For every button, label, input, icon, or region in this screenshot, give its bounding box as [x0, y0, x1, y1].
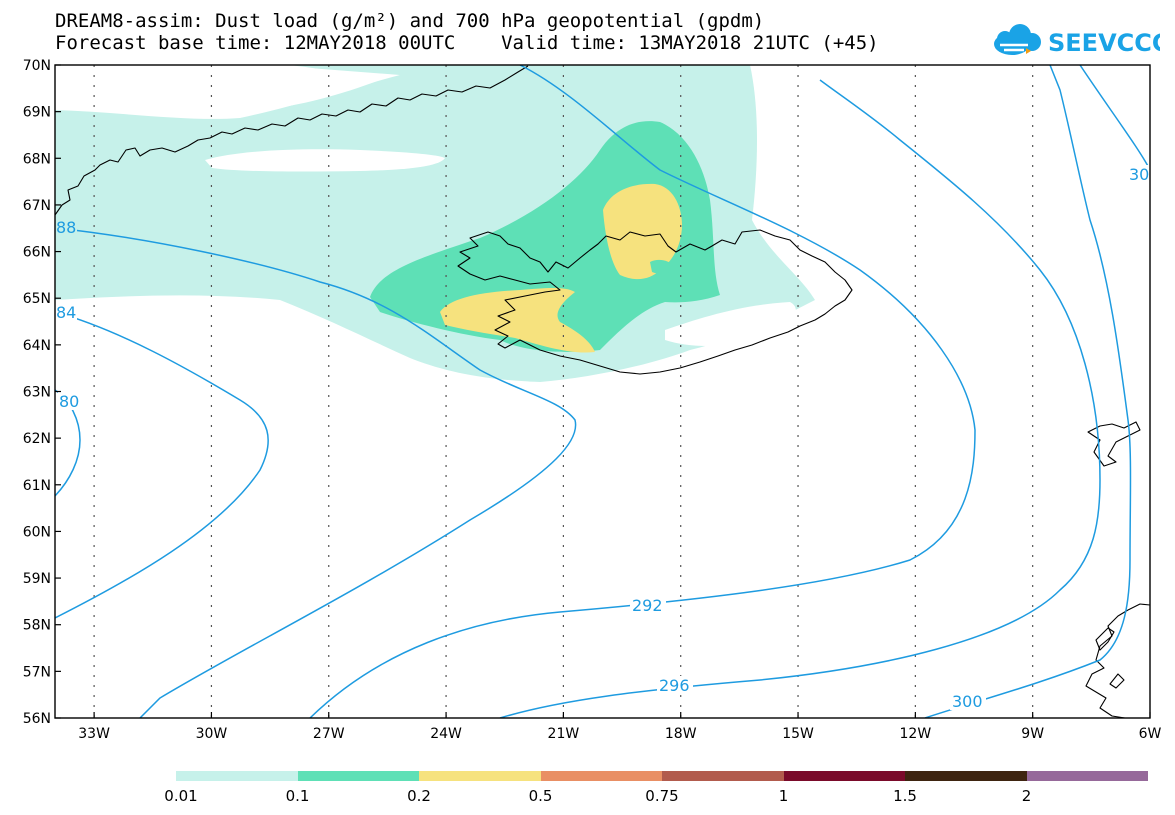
scotland-coast	[1085, 603, 1150, 718]
contour-label-288: 88	[56, 218, 76, 237]
dust-area-high-west	[440, 288, 595, 353]
lat-tick-label: 61N	[23, 478, 51, 494]
longitude-axis: 33W 30W 27W 24W 21W 18W 15W 12W 9W 6W	[78, 712, 1162, 742]
contour-300-east	[1079, 65, 1150, 171]
lon-tick-label: 18W	[665, 726, 697, 742]
clear-pocket-south-east	[665, 302, 796, 346]
colorbar	[176, 771, 1148, 781]
lon-tick-label: 27W	[313, 726, 345, 742]
colorbar-label: 1.5	[893, 787, 917, 805]
lat-tick-label: 57N	[23, 664, 51, 680]
lat-tick-label: 66N	[23, 245, 51, 261]
lon-tick-label: 24W	[430, 726, 462, 742]
clear-pocket-iceland-north	[205, 149, 445, 172]
greenland-coast	[55, 65, 529, 216]
contour-label-280: 80	[59, 392, 79, 411]
colorbar-label: 0.2	[407, 787, 431, 805]
plot-area: 88 84 80 292 296 300 30	[55, 65, 1150, 718]
contour-284	[55, 311, 269, 619]
lat-tick-label: 58N	[23, 618, 51, 634]
contour-296	[499, 79, 1101, 718]
contour-label-296: 296	[659, 676, 690, 695]
lon-tick-label: 33W	[78, 726, 110, 742]
lat-tick-label: 69N	[23, 105, 51, 121]
clear-pocket-north	[55, 65, 380, 112]
cloud-icon	[994, 24, 1041, 55]
geopotential-contours	[55, 65, 1150, 718]
lon-tick-label: 9W	[1021, 726, 1044, 742]
colorbar-segment	[419, 771, 541, 781]
colorbar-label: 1	[778, 787, 789, 805]
lat-tick-label: 68N	[23, 151, 51, 167]
colorbar-segment	[905, 771, 1027, 781]
lat-tick-label: 67N	[23, 198, 51, 214]
colorbar-label: 2	[1021, 787, 1032, 805]
colorbar-segment	[540, 771, 662, 781]
map-subtitle: Forecast base time: 12MAY2018 00UTC Vali…	[55, 32, 879, 54]
iceland-coast	[457, 229, 853, 375]
contour-label-300: 300	[952, 692, 983, 711]
map-title: DREAM8-assim: Dust load (g/m²) and 700 h…	[55, 10, 765, 32]
colorbar-segment	[1026, 771, 1148, 781]
colorbar-label: 0.75	[645, 787, 679, 805]
lat-tick-label: 59N	[23, 571, 51, 587]
colorbar-label: 0.5	[528, 787, 553, 805]
hebrides-coast	[1095, 627, 1125, 689]
colorbar-segment	[297, 771, 419, 781]
coastlines	[55, 65, 1150, 718]
colorbar-segment	[176, 771, 298, 781]
contour-288	[55, 227, 577, 718]
lat-tick-label: 56N	[23, 711, 51, 727]
lat-tick-label: 63N	[23, 385, 51, 401]
lon-tick-label: 15W	[782, 726, 814, 742]
dust-area-mid	[370, 121, 720, 352]
colorbar-label: 0.01	[164, 787, 198, 805]
contour-300	[924, 65, 1132, 718]
seevccc-logo: SEEVCCC	[994, 24, 1160, 57]
lat-tick-label: 65N	[23, 291, 51, 307]
lon-tick-label: 12W	[900, 726, 932, 742]
faroe-coast	[1087, 421, 1141, 467]
contour-label-292: 292	[632, 596, 663, 615]
colorbar-segment	[662, 771, 784, 781]
lat-tick-label: 60N	[23, 524, 51, 540]
colorbar-label: 0.1	[285, 787, 310, 805]
dust-area-high-east	[603, 183, 682, 280]
contour-labels: 88 84 80 292 296 300 30	[55, 165, 1150, 711]
contour-label-300-east: 30	[1129, 165, 1149, 184]
lon-tick-label: 21W	[548, 726, 580, 742]
lon-tick-label: 30W	[196, 726, 228, 742]
dust-area-mid-inner	[650, 259, 675, 274]
colorbar-segment	[783, 771, 905, 781]
lon-tick-label: 6W	[1139, 726, 1162, 742]
contour-label-284: 84	[56, 303, 76, 322]
lat-tick-label: 64N	[23, 338, 51, 354]
lat-tick-label: 70N	[23, 58, 51, 74]
latitude-axis: 70N 69N 68N 67N 66N 65N 64N 63N 62N 61N 60N 59N 58N 5…	[23, 58, 61, 727]
lat-tick-label: 62N	[23, 431, 51, 447]
logo-text: SEEVCCC	[1048, 29, 1160, 57]
contour-292	[309, 65, 976, 718]
